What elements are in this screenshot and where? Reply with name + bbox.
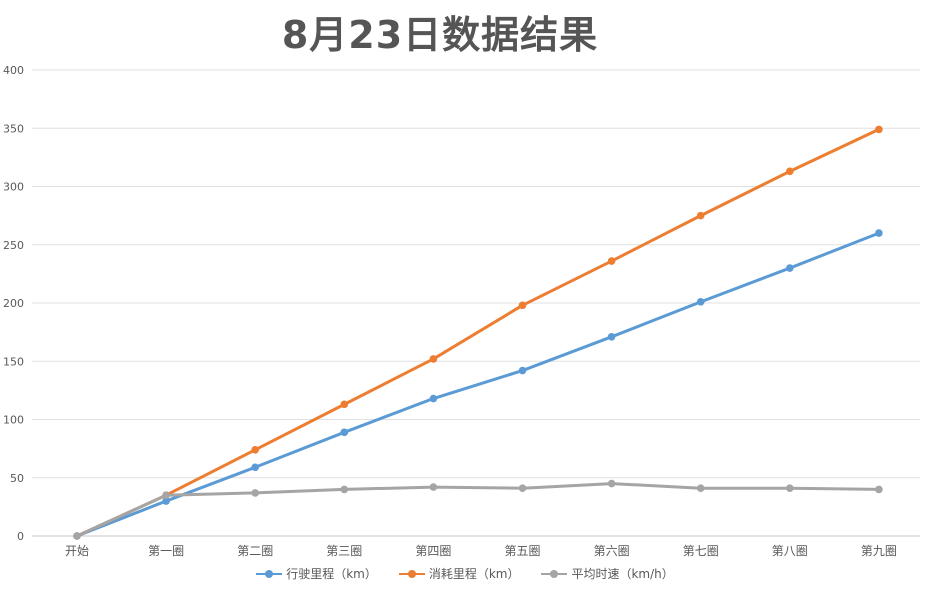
- y-tick-label: 350: [3, 122, 24, 135]
- y-tick-label: 100: [3, 414, 24, 427]
- series-line-0: [75, 231, 881, 538]
- legend-swatch-consumed: [398, 569, 425, 579]
- data-point-2-6: [607, 479, 616, 488]
- legend: 行驶里程（km） 消耗里程（km） 平均时速（km/h）: [0, 565, 930, 582]
- data-point-1-5: [518, 301, 527, 310]
- data-point-1-7: [696, 211, 705, 220]
- legend-label-consumed: 消耗里程（km）: [428, 567, 520, 581]
- x-tick-label: 第四圈: [415, 544, 451, 558]
- data-point-0-2: [251, 463, 259, 472]
- x-tick-label: 第五圈: [504, 544, 540, 558]
- chart-title: 8月23日数据结果: [281, 13, 599, 57]
- data-point-1-3: [340, 400, 349, 409]
- data-point-0-1: [162, 497, 170, 505]
- data-point-0-9: [875, 229, 883, 237]
- data-point-2-2: [251, 489, 259, 497]
- data-point-0-6: [607, 332, 616, 341]
- x-tick-label: 第三圈: [326, 544, 362, 558]
- data-point-0-7: [696, 298, 705, 306]
- y-tick-label: 200: [3, 297, 24, 310]
- data-point-2-1: [162, 491, 170, 500]
- series-line-2: [75, 482, 881, 538]
- x-tick-label: 第二圈: [237, 544, 273, 558]
- series-line-1: [75, 127, 881, 538]
- y-tick-label: 250: [3, 239, 24, 252]
- y-tick-label: 150: [3, 355, 24, 368]
- data-point-0-8: [786, 264, 794, 272]
- data-point-0-5: [518, 366, 527, 375]
- data-point-2-9: [875, 485, 883, 494]
- x-tick-label: 第八圈: [772, 544, 808, 558]
- y-tick-label: 400: [3, 64, 24, 77]
- data-point-2-3: [340, 485, 349, 494]
- legend-item-consumed[interactable]: 消耗里程（km）: [398, 565, 520, 582]
- legend-label-speed: 平均时速（km/h）: [571, 567, 674, 581]
- x-tick-label: 第一圈: [148, 544, 184, 558]
- data-point-0-4: [429, 394, 438, 403]
- x-tick-label: 开始: [65, 544, 89, 558]
- data-point-0-3: [340, 428, 349, 437]
- data-point-1-2: [251, 445, 259, 454]
- legend-item-distance[interactable]: 行驶里程（km）: [256, 565, 377, 582]
- data-point-1-4: [429, 355, 438, 363]
- y-tick-label: 300: [3, 181, 24, 194]
- x-tick-label: 第九圈: [861, 544, 897, 558]
- x-tick-label: 第六圈: [594, 544, 630, 558]
- x-tick-label: 第七圈: [683, 544, 719, 558]
- legend-swatch-distance: [256, 569, 283, 579]
- y-tick-label: 0: [17, 530, 24, 543]
- data-point-1-8: [786, 167, 794, 176]
- data-point-2-5: [518, 484, 527, 493]
- legend-label-distance: 行驶里程（km）: [286, 567, 377, 581]
- data-point-2-8: [786, 484, 794, 493]
- data-point-2-7: [696, 484, 705, 493]
- data-point-2-0: [73, 532, 81, 540]
- data-point-2-4: [429, 483, 438, 491]
- data-point-1-6: [607, 257, 616, 265]
- legend-item-speed[interactable]: 平均时速（km/h）: [541, 565, 674, 582]
- legend-swatch-speed: [541, 569, 568, 579]
- data-point-1-9: [875, 125, 883, 134]
- y-tick-label: 50: [10, 472, 24, 485]
